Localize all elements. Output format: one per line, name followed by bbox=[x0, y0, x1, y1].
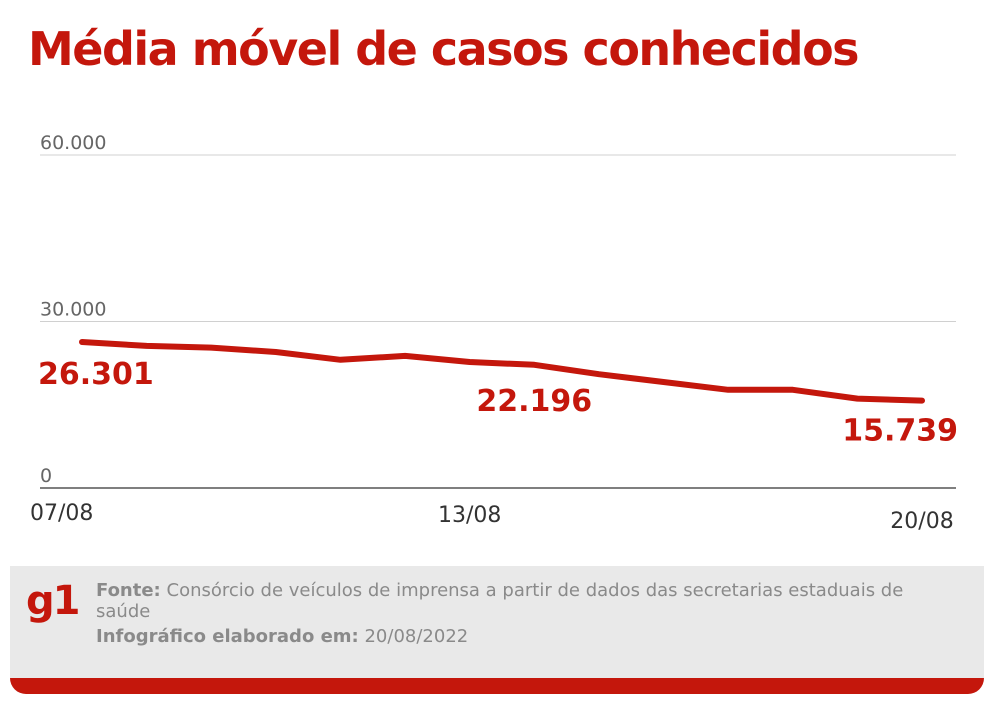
data-label: 26.301 bbox=[38, 357, 154, 392]
x-tick-labels: 07/08 13/08 20/08 bbox=[30, 501, 954, 534]
footer-accent-bar bbox=[10, 678, 984, 694]
g1-logo: g1 bbox=[26, 578, 80, 624]
y-tick-label: 30.000 bbox=[40, 299, 106, 321]
footer-text: Fonte: Consórcio de veículos de imprensa… bbox=[96, 580, 926, 647]
source-footer: g1 Fonte: Consórcio de veículos de impre… bbox=[10, 566, 984, 694]
x-tick-label: 20/08 bbox=[890, 509, 953, 534]
data-label: 22.196 bbox=[476, 384, 592, 419]
source-line: Fonte: Consórcio de veículos de imprensa… bbox=[96, 580, 926, 622]
grid-lines bbox=[40, 154, 956, 489]
source-text: Consórcio de veículos de imprensa a part… bbox=[96, 580, 904, 622]
date-label: Infográfico elaborado em: bbox=[96, 626, 359, 647]
series-lines bbox=[79, 339, 925, 404]
x-tick-label: 13/08 bbox=[438, 503, 501, 528]
date-line: Infográfico elaborado em: 20/08/2022 bbox=[96, 626, 926, 647]
date-value: 20/08/2022 bbox=[364, 626, 469, 647]
series-line bbox=[79, 339, 925, 404]
data-label: 15.739 bbox=[842, 414, 958, 449]
chart-title: Média móvel de casos conhecidos bbox=[28, 22, 860, 76]
x-tick-label: 07/08 bbox=[30, 501, 93, 526]
line-chart: 0 30.000 60.000 07/08 13/08 20/08 26.301 22.1… bbox=[30, 132, 958, 534]
y-tick-label: 0 bbox=[40, 465, 52, 487]
data-labels: 26.301 22.196 15.739 bbox=[38, 357, 958, 449]
y-tick-label: 60.000 bbox=[40, 132, 106, 154]
source-label: Fonte: bbox=[96, 580, 161, 601]
y-tick-labels: 0 30.000 60.000 bbox=[40, 132, 106, 487]
